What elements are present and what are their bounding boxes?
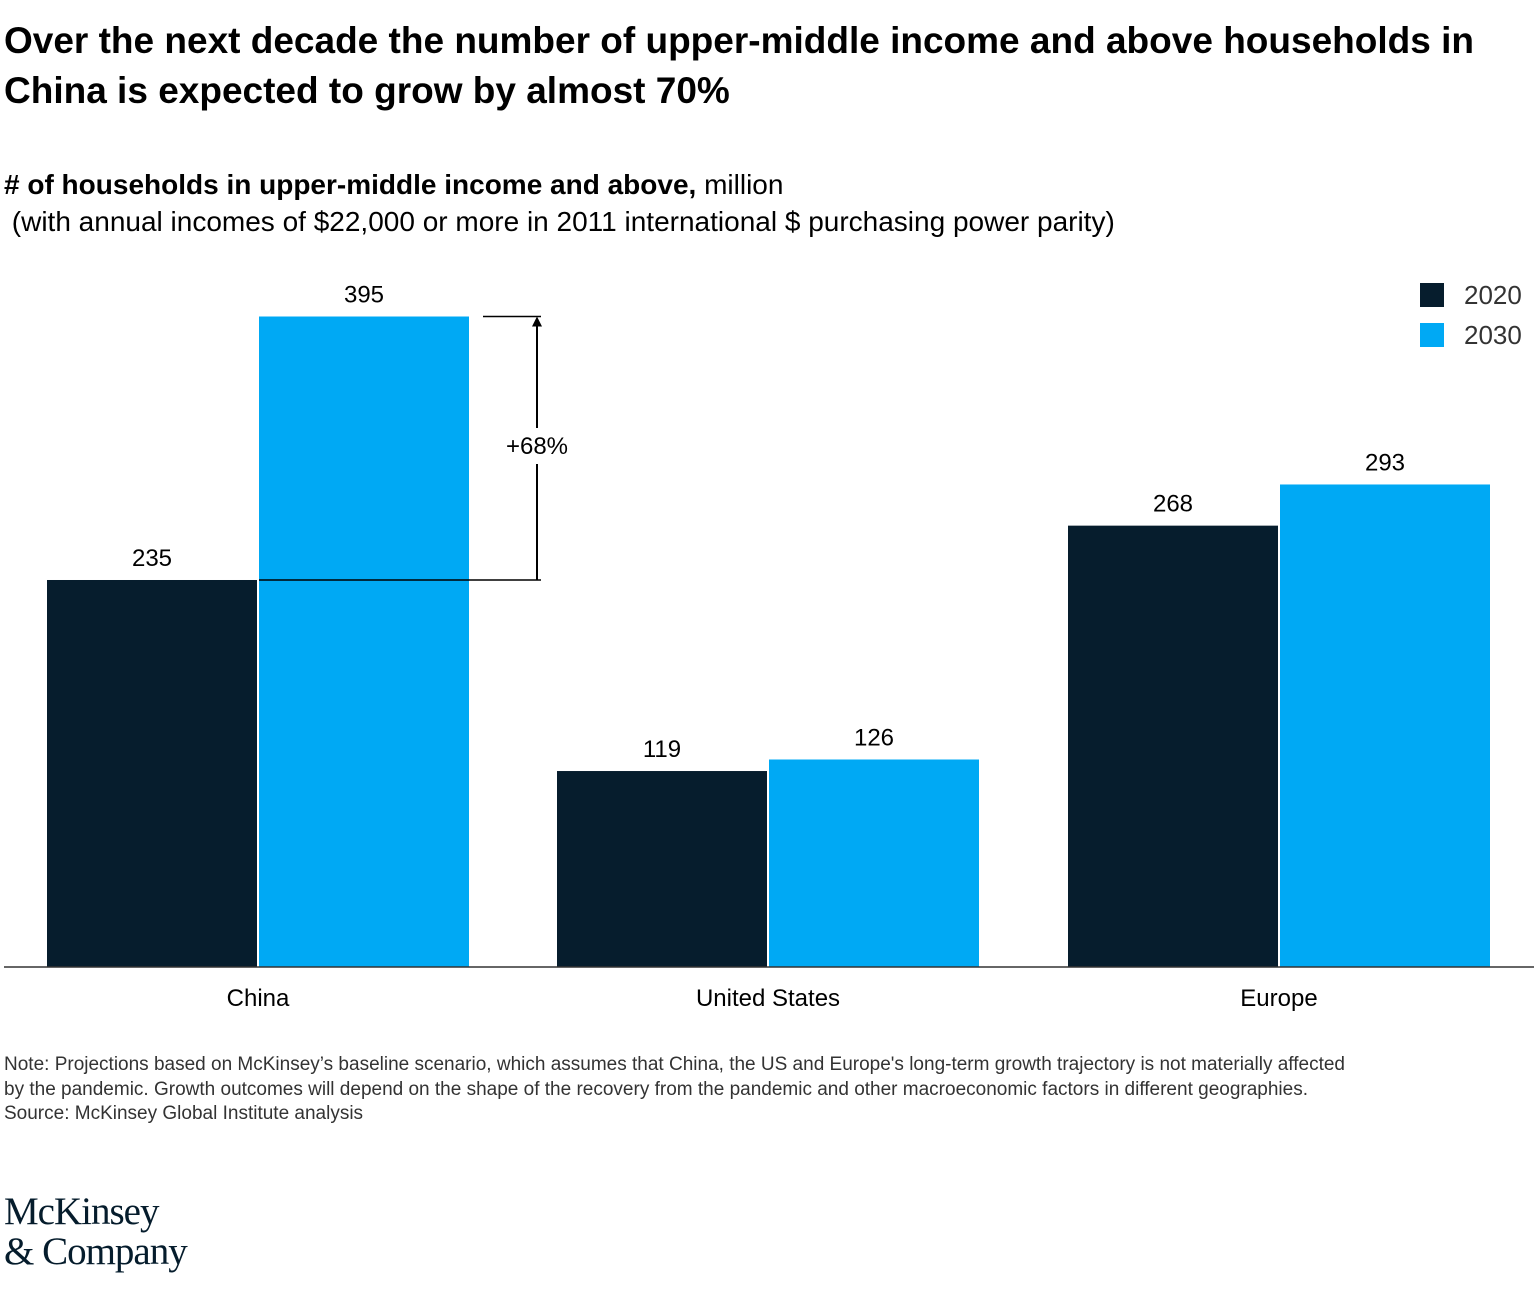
arrow-head-icon xyxy=(532,316,542,327)
data-label: 395 xyxy=(344,282,384,309)
bar-2030 xyxy=(1280,484,1490,967)
legend-swatch xyxy=(1420,283,1444,307)
logo-line: & Company xyxy=(4,1230,188,1273)
logo-line: McKinsey xyxy=(4,1190,159,1233)
bar-chart: 235 395 China 119 126 United States 268 293 Euro… xyxy=(4,280,1534,1012)
footnote: Note: Projections based on McKinsey’s ba… xyxy=(4,1053,1529,1127)
mckinsey-logo: McKinsey & Company xyxy=(4,1190,188,1273)
bar-2020 xyxy=(1068,525,1278,967)
legend-label: 2020 xyxy=(1464,280,1522,310)
note-line: by the pandemic. Growth outcomes will de… xyxy=(4,1078,1308,1100)
bar-2020 xyxy=(47,579,257,967)
legend-swatch xyxy=(1420,323,1444,347)
data-label: 268 xyxy=(1153,491,1193,518)
source-line: Source: McKinsey Global Institute analys… xyxy=(4,1103,364,1124)
bar-2030 xyxy=(769,759,979,967)
subtitle-unit: million xyxy=(696,169,784,200)
chart-subtitle: # of households in upper-middle income a… xyxy=(4,166,1115,240)
note-line: Note: Projections based on McKinsey’s ba… xyxy=(4,1054,1345,1075)
data-label: 293 xyxy=(1365,449,1405,476)
category-label: China xyxy=(227,985,290,1012)
category-label: Europe xyxy=(1240,985,1317,1012)
bar-2020 xyxy=(557,771,767,967)
data-label: 126 xyxy=(854,724,894,751)
data-label: 235 xyxy=(132,545,172,572)
subtitle-bold: # of households in upper-middle income a… xyxy=(4,169,697,200)
annotation-label: +68% xyxy=(506,433,568,460)
category-label: United States xyxy=(696,985,840,1012)
subtitle-line2: (with annual incomes of $22,000 or more … xyxy=(4,206,1115,237)
bar-2030 xyxy=(259,316,469,967)
annotation-label-bg xyxy=(497,428,577,464)
legend-label: 2030 xyxy=(1464,320,1522,350)
data-label: 119 xyxy=(643,736,681,763)
chart-title: Over the next decade the number of upper… xyxy=(4,20,1474,111)
